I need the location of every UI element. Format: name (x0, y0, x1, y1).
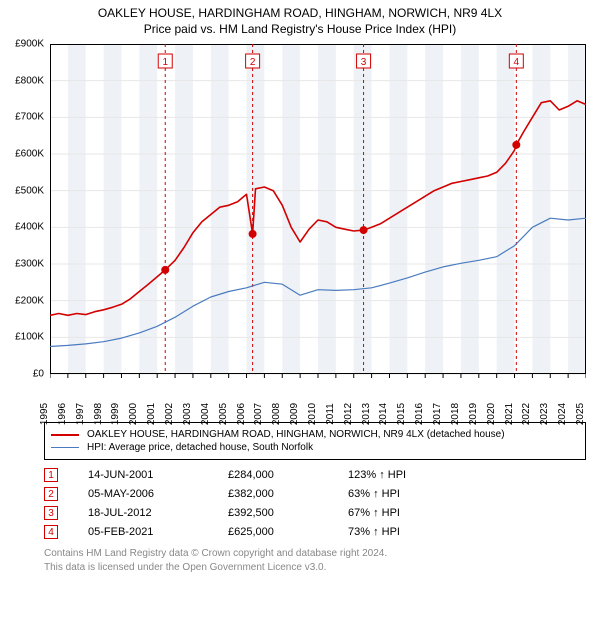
footer-line-1: Contains HM Land Registry data © Crown c… (44, 547, 586, 561)
y-tick-label: £600K (15, 149, 44, 160)
transaction-pct: 123% ↑ HPI (348, 469, 468, 481)
x-tick-label: 2004 (200, 403, 211, 425)
transaction-pct: 63% ↑ HPI (348, 488, 468, 500)
x-tick-label: 2021 (504, 403, 515, 425)
transaction-row: 3 18-JUL-2012£392,50067% ↑ HPI (44, 506, 586, 520)
transaction-date: 05-MAY-2006 (88, 488, 228, 500)
x-tick-label: 2000 (128, 403, 139, 425)
x-tick-label: 1995 (39, 403, 50, 425)
x-tick-label: 2006 (236, 403, 247, 425)
transaction-marker: 1 (44, 468, 58, 482)
legend-row-property: OAKLEY HOUSE, HARDINGHAM ROAD, HINGHAM, … (51, 429, 579, 440)
x-tick-label: 2023 (539, 403, 550, 425)
x-tick-label: 2024 (557, 403, 568, 425)
x-tick-label: 2003 (182, 403, 193, 425)
title-block: OAKLEY HOUSE, HARDINGHAM ROAD, HINGHAM, … (0, 0, 600, 36)
x-tick-label: 2001 (146, 403, 157, 425)
y-tick-label: £100K (15, 332, 44, 343)
x-tick-label: 2010 (307, 403, 318, 425)
transaction-marker: 3 (44, 506, 58, 520)
legend-swatch-hpi (51, 447, 79, 448)
transaction-row: 2 05-MAY-2006£382,00063% ↑ HPI (44, 487, 586, 501)
transaction-price: £284,000 (228, 469, 348, 481)
svg-text:1: 1 (162, 57, 168, 68)
svg-text:2: 2 (250, 57, 256, 68)
title-line-1: OAKLEY HOUSE, HARDINGHAM ROAD, HINGHAM, … (0, 6, 600, 20)
y-tick-label: £400K (15, 222, 44, 233)
x-tick-label: 2008 (271, 403, 282, 425)
x-tick-label: 2016 (414, 403, 425, 425)
x-tick-label: 2011 (325, 403, 336, 425)
legend: OAKLEY HOUSE, HARDINGHAM ROAD, HINGHAM, … (44, 422, 586, 460)
y-tick-label: £500K (15, 185, 44, 196)
transaction-row: 1 14-JUN-2001£284,000123% ↑ HPI (44, 468, 586, 482)
y-tick-label: £300K (15, 259, 44, 270)
chart-container: OAKLEY HOUSE, HARDINGHAM ROAD, HINGHAM, … (0, 0, 600, 620)
x-tick-label: 1997 (75, 403, 86, 425)
x-tick-label: 2012 (343, 403, 354, 425)
transaction-marker: 2 (44, 487, 58, 501)
x-tick-label: 1999 (110, 403, 121, 425)
transaction-pct: 67% ↑ HPI (348, 507, 468, 519)
x-tick-label: 2013 (361, 403, 372, 425)
x-tick-label: 2007 (253, 403, 264, 425)
x-tick-label: 2009 (289, 403, 300, 425)
footer: Contains HM Land Registry data © Crown c… (44, 547, 586, 574)
title-line-2: Price paid vs. HM Land Registry's House … (0, 22, 600, 36)
chart-area: £0 £100K £200K £300K £400K £500K £600K £700K £80… (10, 44, 590, 414)
y-tick-label: £0 (33, 369, 44, 380)
x-tick-label: 2014 (378, 403, 389, 425)
plot-svg: 1 2 3 4 (50, 44, 586, 379)
transaction-price: £382,000 (228, 488, 348, 500)
legend-label-hpi: HPI: Average price, detached house, Sout… (87, 442, 313, 453)
legend-row-hpi: HPI: Average price, detached house, Sout… (51, 442, 579, 453)
x-tick-label: 2018 (450, 403, 461, 425)
y-tick-label: £800K (15, 75, 44, 86)
transaction-price: £392,500 (228, 507, 348, 519)
x-tick-label: 2019 (468, 403, 479, 425)
svg-text:4: 4 (514, 57, 520, 68)
y-tick-label: £900K (15, 39, 44, 50)
y-tick-label: £200K (15, 295, 44, 306)
legend-label-property: OAKLEY HOUSE, HARDINGHAM ROAD, HINGHAM, … (87, 429, 505, 440)
x-tick-label: 2015 (396, 403, 407, 425)
x-tick-label: 2005 (218, 403, 229, 425)
transaction-date: 14-JUN-2001 (88, 469, 228, 481)
transaction-pct: 73% ↑ HPI (348, 526, 468, 538)
x-tick-label: 1996 (57, 403, 68, 425)
legend-swatch-property (51, 434, 79, 436)
footer-line-2: This data is licensed under the Open Gov… (44, 561, 586, 575)
x-tick-label: 2022 (521, 403, 532, 425)
y-axis-labels: £0£100K£200K£300K£400K£500K£600K£700K£80… (10, 44, 46, 374)
x-tick-label: 2017 (432, 403, 443, 425)
y-tick-label: £700K (15, 112, 44, 123)
x-tick-label: 2020 (486, 403, 497, 425)
transaction-date: 05-FEB-2021 (88, 526, 228, 538)
transactions-table: 1 14-JUN-2001£284,000123% ↑ HPI 2 05-MAY-20… (44, 468, 586, 539)
x-tick-label: 1998 (93, 403, 104, 425)
svg-text:3: 3 (361, 57, 367, 68)
transaction-marker: 4 (44, 525, 58, 539)
transaction-date: 18-JUL-2012 (88, 507, 228, 519)
x-tick-label: 2002 (164, 403, 175, 425)
x-tick-label: 2025 (575, 403, 586, 425)
transaction-row: 4 05-FEB-2021£625,00073% ↑ HPI (44, 525, 586, 539)
x-axis-labels: 1995199619971998199920002001200220032004… (50, 380, 586, 414)
transaction-price: £625,000 (228, 526, 348, 538)
